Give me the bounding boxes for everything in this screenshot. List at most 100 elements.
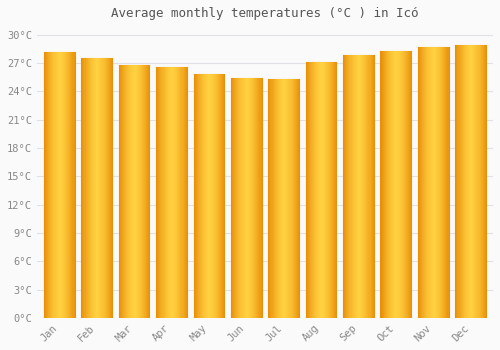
Bar <box>205 74 206 318</box>
Bar <box>343 56 374 318</box>
Bar <box>458 45 460 318</box>
Bar <box>249 78 250 318</box>
Bar <box>144 65 145 318</box>
Bar <box>350 56 352 318</box>
Bar <box>270 79 272 318</box>
Bar <box>467 45 468 318</box>
Bar <box>47 52 48 318</box>
Bar <box>66 52 67 318</box>
Bar <box>63 52 64 318</box>
Bar <box>140 65 141 318</box>
Bar <box>95 58 96 318</box>
Bar <box>100 58 102 318</box>
Bar <box>96 58 97 318</box>
Bar <box>258 78 260 318</box>
Bar <box>240 78 242 318</box>
Bar <box>474 45 476 318</box>
Bar <box>424 47 426 318</box>
Bar <box>142 65 143 318</box>
Bar <box>464 45 465 318</box>
Bar <box>384 51 386 318</box>
Bar <box>419 47 420 318</box>
Bar <box>118 65 120 318</box>
Bar <box>442 47 444 318</box>
Bar <box>91 58 92 318</box>
Bar <box>97 58 98 318</box>
Bar <box>400 51 402 318</box>
Bar <box>178 67 180 318</box>
Bar <box>253 78 254 318</box>
Bar <box>199 74 200 318</box>
Bar <box>246 78 247 318</box>
Bar <box>366 56 368 318</box>
Bar <box>436 47 437 318</box>
Bar <box>391 51 392 318</box>
Bar <box>279 79 280 318</box>
Bar <box>465 45 466 318</box>
Bar <box>98 58 100 318</box>
Bar <box>307 62 308 318</box>
Bar <box>109 58 110 318</box>
Bar <box>54 52 56 318</box>
Bar <box>208 74 210 318</box>
Bar <box>470 45 471 318</box>
Bar <box>124 65 125 318</box>
Bar <box>182 67 184 318</box>
Bar <box>441 47 442 318</box>
Bar <box>121 65 122 318</box>
Bar <box>299 79 300 318</box>
Bar <box>90 58 91 318</box>
Bar <box>462 45 464 318</box>
Bar <box>486 45 487 318</box>
Bar <box>126 65 127 318</box>
Bar <box>456 45 458 318</box>
Bar <box>123 65 124 318</box>
Bar <box>357 56 358 318</box>
Bar <box>420 47 421 318</box>
Bar <box>380 51 382 318</box>
Bar <box>472 45 474 318</box>
Bar <box>238 78 240 318</box>
Bar <box>404 51 405 318</box>
Bar <box>222 74 223 318</box>
Bar <box>260 78 262 318</box>
Bar <box>389 51 390 318</box>
Bar <box>396 51 398 318</box>
Bar <box>407 51 408 318</box>
Bar <box>251 78 252 318</box>
Bar <box>444 47 446 318</box>
Bar <box>348 56 350 318</box>
Bar <box>410 51 411 318</box>
Bar <box>308 62 309 318</box>
Bar <box>145 65 146 318</box>
Bar <box>170 67 171 318</box>
Bar <box>480 45 482 318</box>
Bar <box>310 62 311 318</box>
Bar <box>290 79 292 318</box>
Bar <box>422 47 423 318</box>
Bar <box>363 56 364 318</box>
Bar <box>256 78 258 318</box>
Bar <box>346 56 348 318</box>
Bar <box>409 51 410 318</box>
Bar <box>82 58 112 318</box>
Bar <box>88 58 90 318</box>
Bar <box>484 45 485 318</box>
Bar <box>242 78 244 318</box>
Bar <box>172 67 173 318</box>
Bar <box>343 56 344 318</box>
Bar <box>160 67 162 318</box>
Bar <box>231 78 262 318</box>
Bar <box>446 47 448 318</box>
Bar <box>220 74 221 318</box>
Bar <box>329 62 330 318</box>
Bar <box>281 79 282 318</box>
Bar <box>388 51 389 318</box>
Bar <box>314 62 315 318</box>
Bar <box>184 67 186 318</box>
Bar <box>387 51 388 318</box>
Bar <box>72 52 74 318</box>
Bar <box>306 62 307 318</box>
Bar <box>120 65 121 318</box>
Bar <box>330 62 331 318</box>
